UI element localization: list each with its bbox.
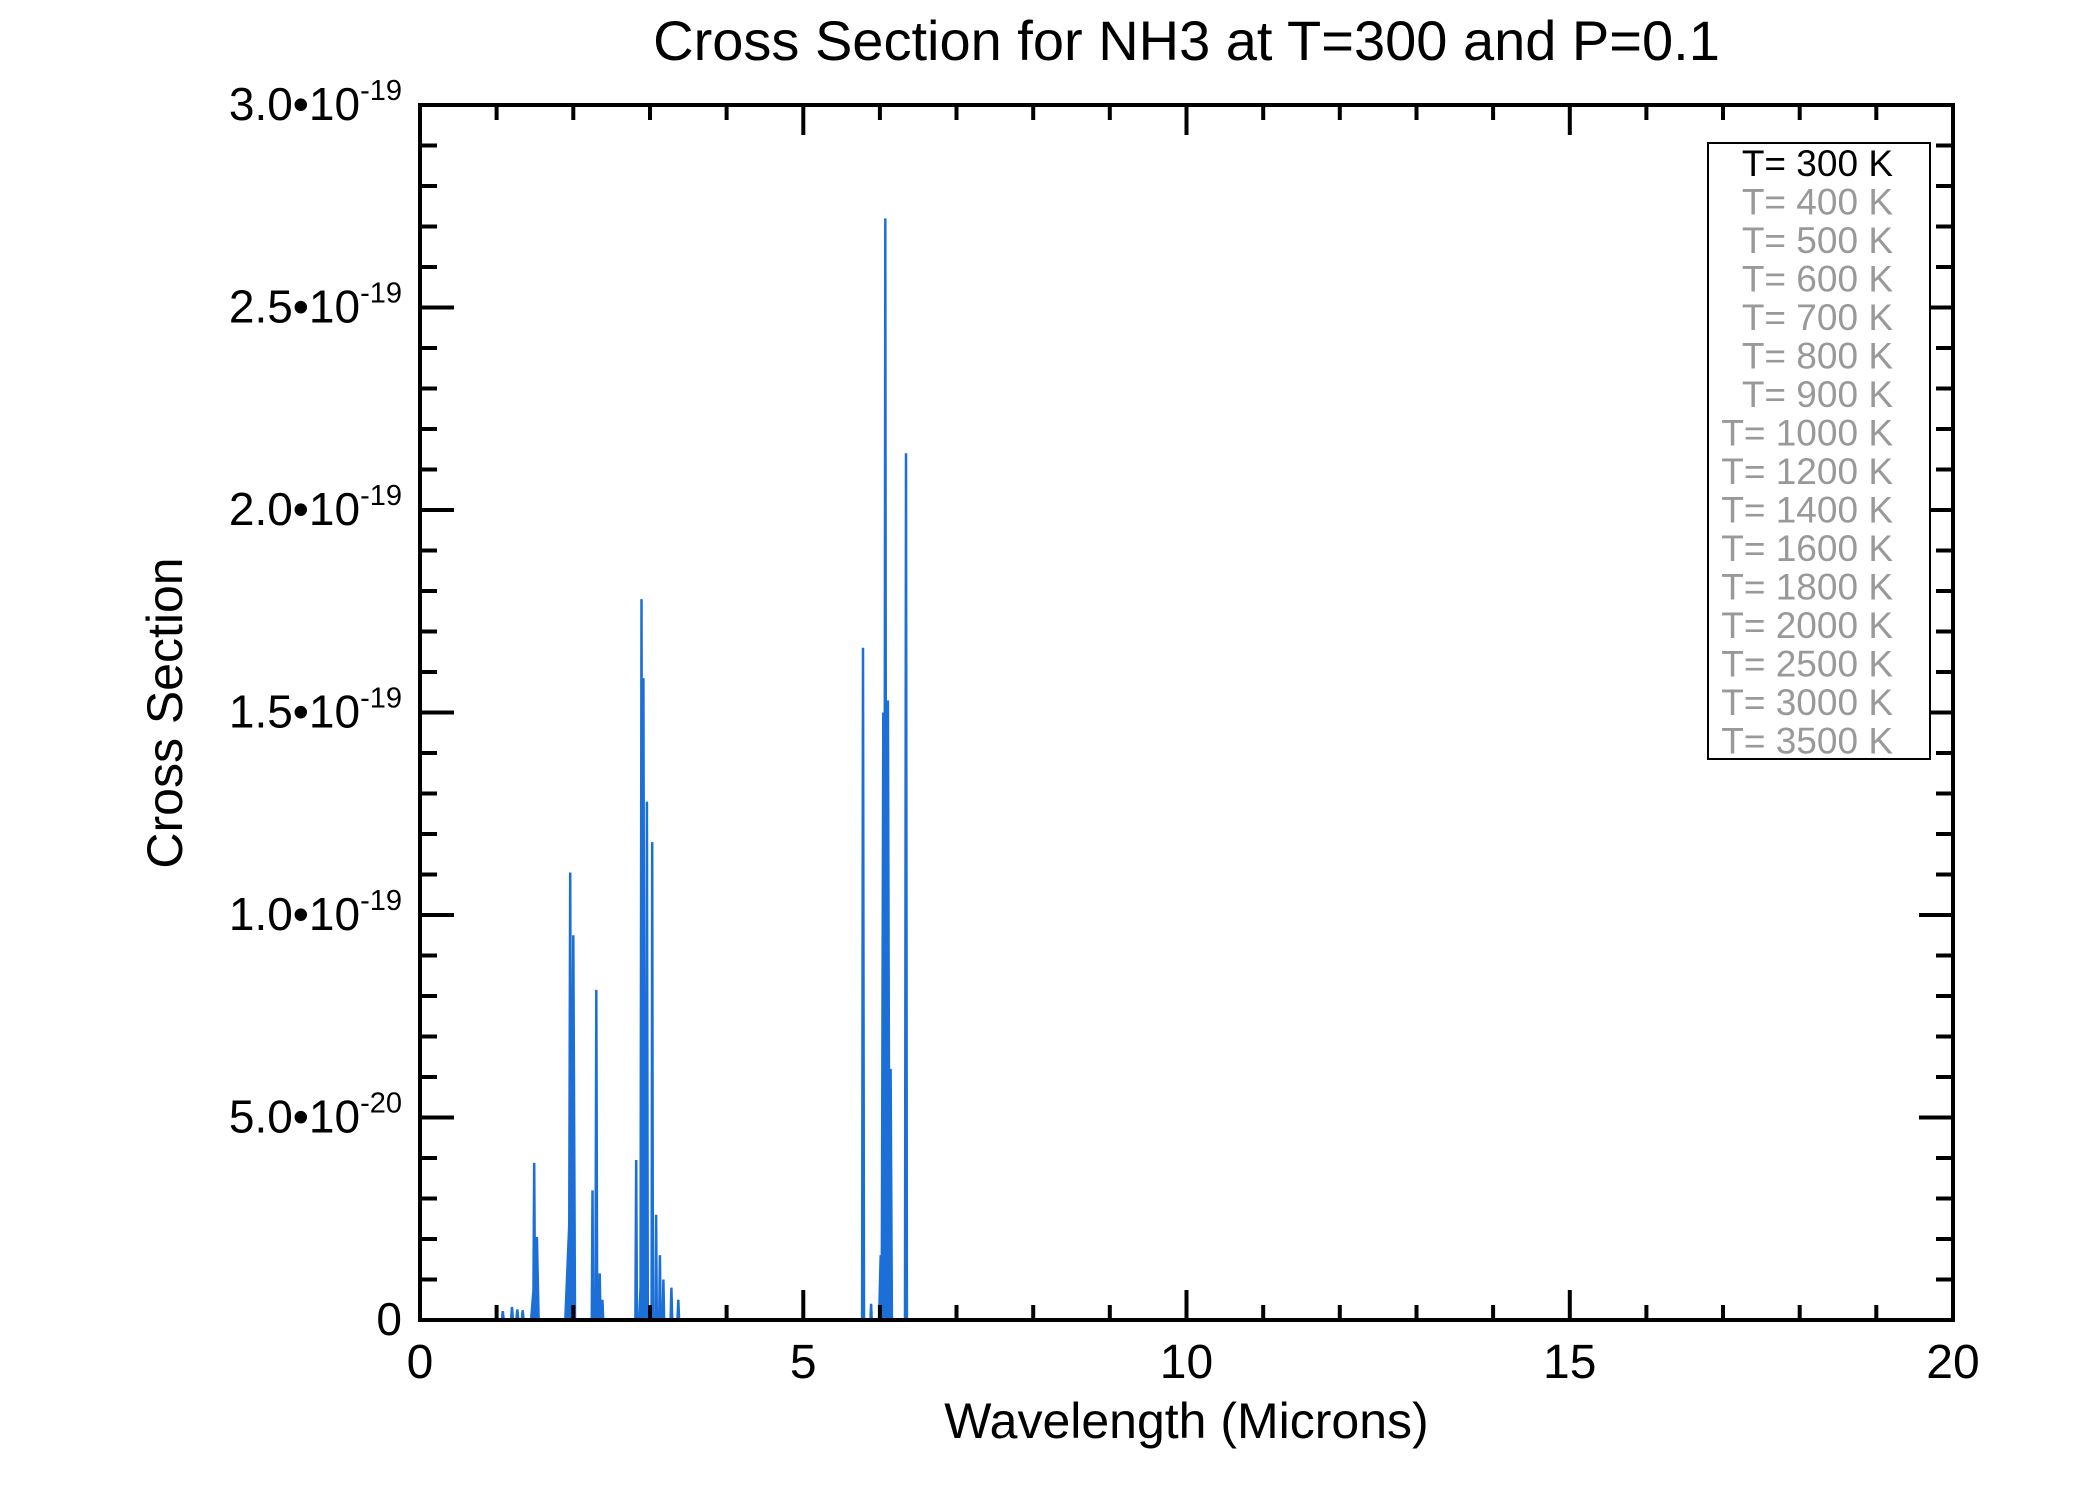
legend-entry: T= 500 K — [1742, 220, 1894, 261]
x-tick-label: 0 — [407, 1336, 434, 1389]
legend-entry: T= 1200 K — [1721, 451, 1893, 492]
legend-entry: T= 600 K — [1742, 259, 1894, 300]
legend-entry: T= 3000 K — [1721, 682, 1893, 723]
y-tick-label: 2.0•10-19 — [229, 480, 402, 535]
legend-entry: T= 900 K — [1742, 374, 1894, 415]
y-tick-label: 1.5•10-19 — [229, 683, 402, 738]
x-tick-label: 15 — [1543, 1336, 1596, 1389]
x-tick-label: 20 — [1926, 1336, 1979, 1389]
legend-box — [1707, 142, 1931, 760]
legend-entry: T= 1600 K — [1721, 528, 1893, 569]
x-tick-label: 5 — [790, 1336, 817, 1389]
y-tick-label: 5.0•10-20 — [229, 1088, 402, 1143]
legend-entry: T= 300 K — [1742, 143, 1894, 184]
legend-entry: T= 1400 K — [1721, 490, 1893, 531]
legend-entry: T= 1000 K — [1721, 413, 1893, 454]
legend-entry: T= 400 K — [1742, 182, 1894, 223]
legend-entry: T= 800 K — [1742, 336, 1894, 377]
y-tick-label: 0 — [376, 1293, 402, 1345]
y-tick-label: 3.0•10-19 — [229, 75, 402, 130]
legend-entry: T= 2000 K — [1721, 605, 1893, 646]
legend-entry: T= 2500 K — [1721, 644, 1893, 685]
x-tick-label: 10 — [1160, 1336, 1213, 1389]
y-tick-label: 2.5•10-19 — [229, 278, 402, 333]
legend-entry: T= 3500 K — [1721, 721, 1893, 762]
y-tick-label: 1.0•10-19 — [229, 885, 402, 940]
x-axis-title: Wavelength (Microns) — [944, 1393, 1429, 1449]
legend-entry: T= 700 K — [1742, 297, 1894, 338]
chart-title: Cross Section for NH3 at T=300 and P=0.1 — [653, 9, 1720, 72]
legend-entry: T= 1800 K — [1721, 567, 1893, 608]
